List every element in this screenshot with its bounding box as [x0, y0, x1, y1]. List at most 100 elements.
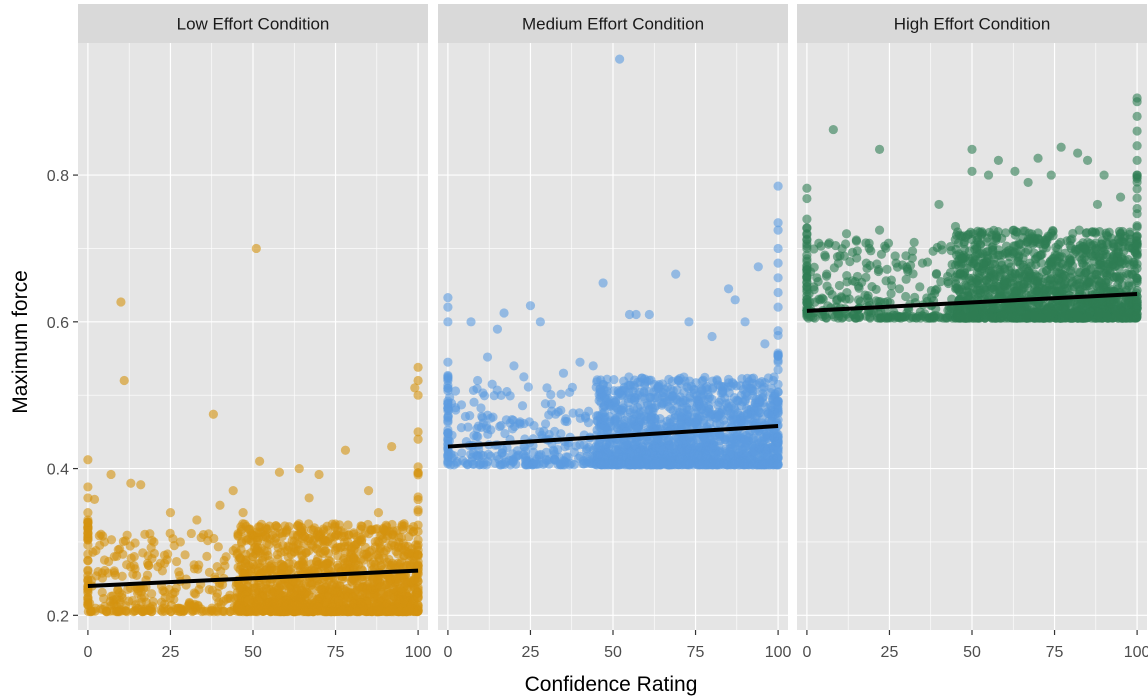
data-point [855, 297, 866, 307]
data-point [343, 520, 353, 530]
data-point [881, 276, 891, 286]
data-point [635, 415, 645, 426]
data-point [773, 287, 783, 298]
data-point [397, 522, 407, 532]
data-point [676, 413, 687, 423]
data-points [443, 54, 783, 470]
data-point [361, 588, 371, 598]
data-point [886, 288, 896, 299]
data-point [313, 553, 323, 564]
data-point [529, 421, 539, 431]
data-point [599, 449, 609, 459]
data-point [375, 542, 386, 552]
data-point [458, 456, 468, 466]
data-point [271, 521, 281, 531]
data-point [636, 445, 647, 456]
data-point [393, 594, 403, 605]
data-point [235, 604, 245, 614]
data-point [528, 447, 538, 457]
data-point [569, 447, 579, 457]
data-point [726, 381, 736, 391]
data-point [773, 258, 783, 268]
data-point [635, 407, 645, 417]
data-point [368, 584, 378, 594]
data-point [126, 478, 136, 488]
facet-strip [797, 4, 1147, 43]
data-point [148, 597, 158, 607]
data-point [584, 406, 594, 416]
data-point [413, 470, 423, 480]
data-point [773, 218, 783, 228]
data-point [644, 387, 654, 397]
data-point [443, 428, 453, 438]
data-point [909, 237, 919, 247]
data-point [116, 297, 126, 307]
data-point [369, 576, 379, 586]
data-point [309, 523, 320, 533]
data-point [136, 593, 147, 603]
data-point [822, 281, 832, 291]
x-tick-label: 100 [765, 644, 792, 661]
data-point [318, 524, 329, 534]
data-point [773, 243, 783, 254]
data-point [273, 597, 284, 607]
data-point [272, 539, 282, 549]
data-point [463, 422, 473, 432]
data-point [635, 387, 645, 397]
data-point [165, 528, 175, 539]
data-point [443, 375, 453, 386]
data-point [670, 413, 680, 423]
data-point [469, 431, 479, 441]
data-point [742, 373, 752, 384]
data-point [130, 538, 140, 548]
data-point [128, 607, 139, 617]
data-point [468, 459, 478, 469]
data-point [882, 264, 892, 274]
data-point [384, 605, 395, 615]
data-point [363, 485, 374, 496]
data-point [643, 424, 654, 434]
data-point [556, 389, 566, 399]
data-point [730, 295, 740, 305]
data-point [331, 529, 341, 539]
data-point [666, 391, 677, 401]
data-point [144, 560, 154, 571]
data-point [386, 561, 396, 571]
data-point [748, 434, 758, 444]
data-point [523, 382, 533, 392]
data-point [373, 550, 383, 560]
data-point [337, 606, 347, 616]
data-point [942, 313, 952, 323]
data-point [142, 570, 153, 580]
data-point [671, 269, 681, 279]
data-point [753, 262, 763, 272]
data-point [773, 225, 783, 235]
data-point [410, 383, 420, 393]
data-point [763, 459, 773, 469]
data-point [134, 586, 144, 596]
data-point [930, 285, 941, 295]
data-point [901, 274, 911, 284]
data-point [443, 457, 453, 467]
data-point [517, 401, 528, 411]
data-point [815, 295, 826, 305]
data-point [286, 549, 296, 560]
data-point [225, 607, 235, 617]
data-point [763, 373, 773, 383]
data-point [701, 446, 711, 456]
data-point [443, 317, 453, 327]
data-point [349, 529, 359, 540]
data-point [255, 456, 265, 466]
data-point [314, 469, 324, 480]
data-point [901, 291, 911, 302]
data-point [443, 416, 453, 426]
data-point [685, 458, 695, 469]
data-point [236, 582, 246, 592]
data-point [413, 427, 423, 437]
regression-line [87, 568, 419, 588]
data-point [333, 551, 343, 561]
data-point [505, 418, 515, 428]
data-point [922, 293, 932, 303]
data-point [292, 601, 302, 611]
x-tick-label: 0 [443, 644, 452, 661]
